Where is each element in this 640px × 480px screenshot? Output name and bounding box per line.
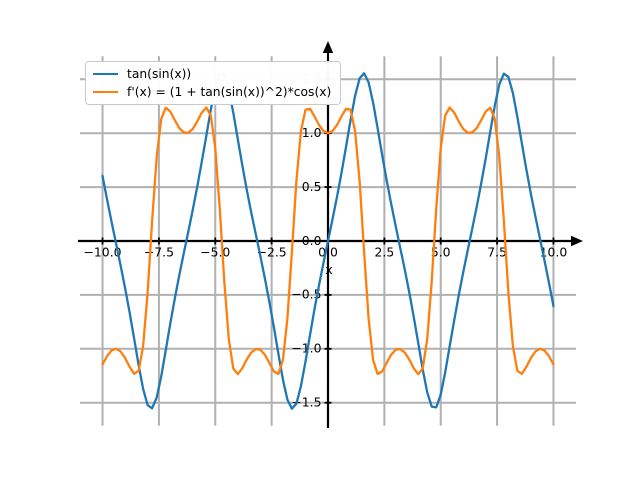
x-tick-label: 0.0: [318, 245, 338, 260]
y-tick-label: 1.0: [302, 125, 322, 140]
x-tick-label: 2.5: [375, 245, 395, 260]
legend-line-swatch-orange: [93, 90, 118, 94]
x-tick-label: −7.5: [144, 245, 174, 260]
y-tick-label: 0.0: [302, 233, 322, 248]
legend-label-derivative: f'(x) = (1 + tan(sin(x))^2)*cos(x): [127, 85, 332, 99]
x-axis-arrow-icon: [571, 235, 583, 247]
curve-derivative: [101, 106, 555, 376]
curve-tan-sin-x: [101, 72, 555, 410]
x-tick-label: 10.0: [540, 245, 568, 260]
x-tick-label: 5.0: [431, 245, 451, 260]
y-tick-label: −0.5: [291, 287, 321, 302]
x-tick-label: −5.0: [200, 245, 230, 260]
legend-label-tan-sin: tan(sin(x)): [127, 67, 192, 81]
y-tick-label: −1.0: [291, 341, 321, 356]
legend-line-swatch-blue: [93, 72, 118, 76]
x-tick-label: −10.0: [84, 245, 122, 260]
legend: tan(sin(x)) f'(x) = (1 + tan(sin(x))^2)*…: [85, 61, 342, 105]
y-axis-arrow-icon: [322, 41, 334, 53]
x-tick-label: −2.5: [257, 245, 287, 260]
legend-item-tan-sin: tan(sin(x)): [93, 67, 331, 81]
x-axis-label: x: [325, 262, 333, 277]
y-tick-label: 0.5: [302, 179, 322, 194]
legend-item-derivative: f'(x) = (1 + tan(sin(x))^2)*cos(x): [93, 85, 331, 99]
x-tick-label: 7.5: [487, 245, 507, 260]
